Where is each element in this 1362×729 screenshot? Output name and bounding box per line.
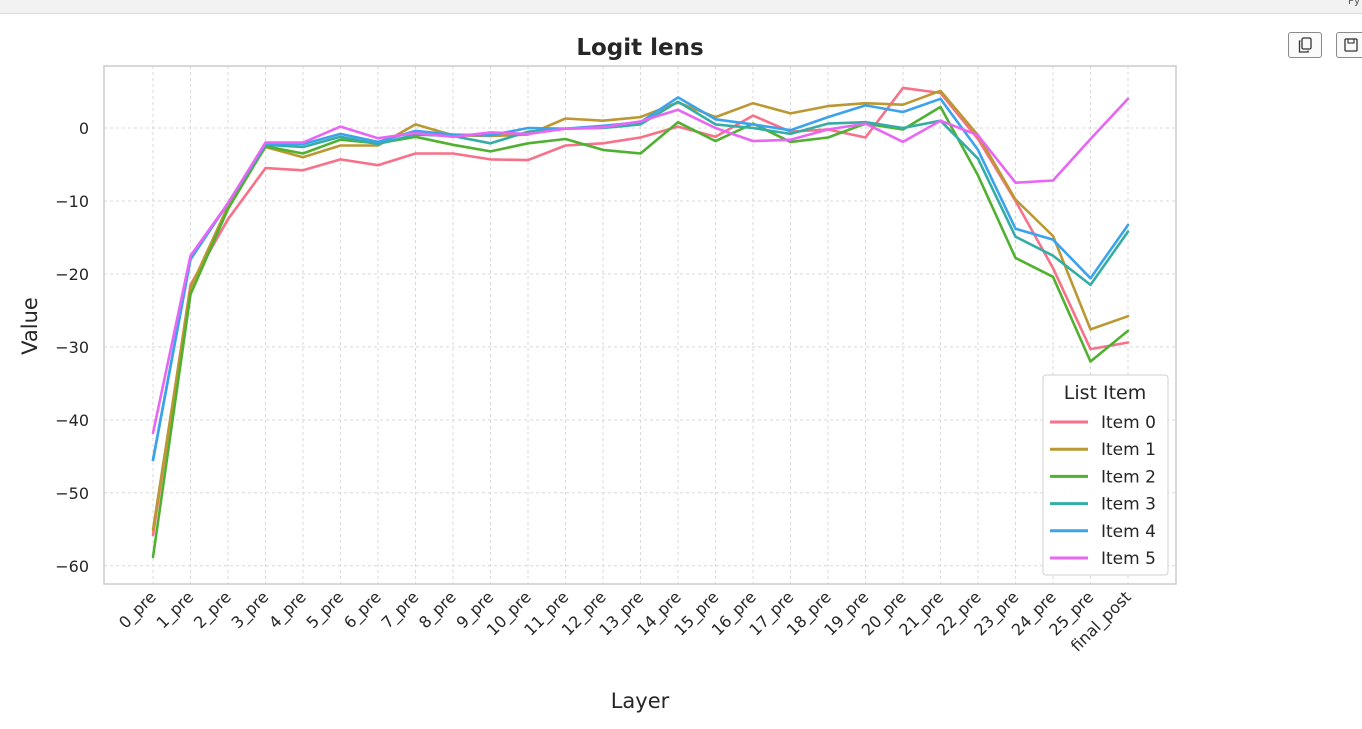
- y-tick-label: −20: [55, 265, 89, 284]
- x-tick-label: 8_pre: [415, 587, 461, 633]
- y-tick-label: −30: [55, 338, 89, 357]
- plot-frame: [103, 65, 1177, 585]
- y-axis-label: Value: [18, 297, 42, 355]
- x-tick-label: 5_pre: [302, 587, 348, 633]
- y-axis-ticks: 0 −10 −20 −30 −40 −50 −60: [55, 119, 89, 576]
- x-tick-label: 6_pre: [340, 587, 386, 633]
- x-tick-label: 7_pre: [377, 587, 423, 633]
- x-tick-label: 2_pre: [190, 587, 236, 633]
- legend-box: [1042, 374, 1169, 576]
- y-tick-label: −50: [55, 484, 89, 503]
- y-tick-label: −60: [55, 557, 89, 576]
- series-lines: [151, 86, 1130, 559]
- x-axis-label: Layer: [611, 689, 670, 713]
- chart-title: Logit lens: [576, 35, 703, 61]
- legend-title: List Item: [1064, 382, 1147, 404]
- series-line-item-2: [151, 105, 1130, 559]
- legend-label-item-0: Item 0: [1101, 413, 1156, 433]
- y-tick-label: 0: [79, 119, 89, 138]
- copy-output-button[interactable]: [1288, 32, 1322, 58]
- x-axis-ticks: 0_pre1_pre2_pre3_pre4_pre5_pre6_pre7_pre…: [115, 587, 1136, 656]
- notebook-topbar: Py: [0, 0, 1362, 14]
- save-icon: [1344, 38, 1358, 52]
- y-tick-label: −40: [55, 411, 89, 430]
- legend-label-item-1: Item 1: [1101, 440, 1156, 460]
- kernel-label: Py: [1348, 0, 1360, 7]
- x-tick-label: 1_pre: [152, 587, 198, 633]
- x-tick-label: 4_pre: [265, 587, 311, 633]
- series-line-item-1: [151, 89, 1130, 532]
- series-line-item-0: [151, 86, 1130, 537]
- x-tick-label: 0_pre: [115, 587, 161, 633]
- legend: List Item Item 0 Item 1 Item 2 Item 3 Item 4…: [1042, 374, 1169, 576]
- legend-label-item-3: Item 3: [1101, 495, 1156, 515]
- save-output-button[interactable]: [1336, 32, 1362, 58]
- legend-label-item-4: Item 4: [1101, 522, 1156, 542]
- legend-label-item-5: Item 5: [1101, 549, 1156, 569]
- copy-icon: [1298, 37, 1312, 53]
- series-line-item-3: [151, 100, 1130, 462]
- x-tick-label: 3_pre: [227, 587, 273, 633]
- series-line-item-5: [151, 97, 1130, 435]
- y-tick-label: −10: [55, 192, 89, 211]
- legend-label-item-2: Item 2: [1101, 467, 1156, 487]
